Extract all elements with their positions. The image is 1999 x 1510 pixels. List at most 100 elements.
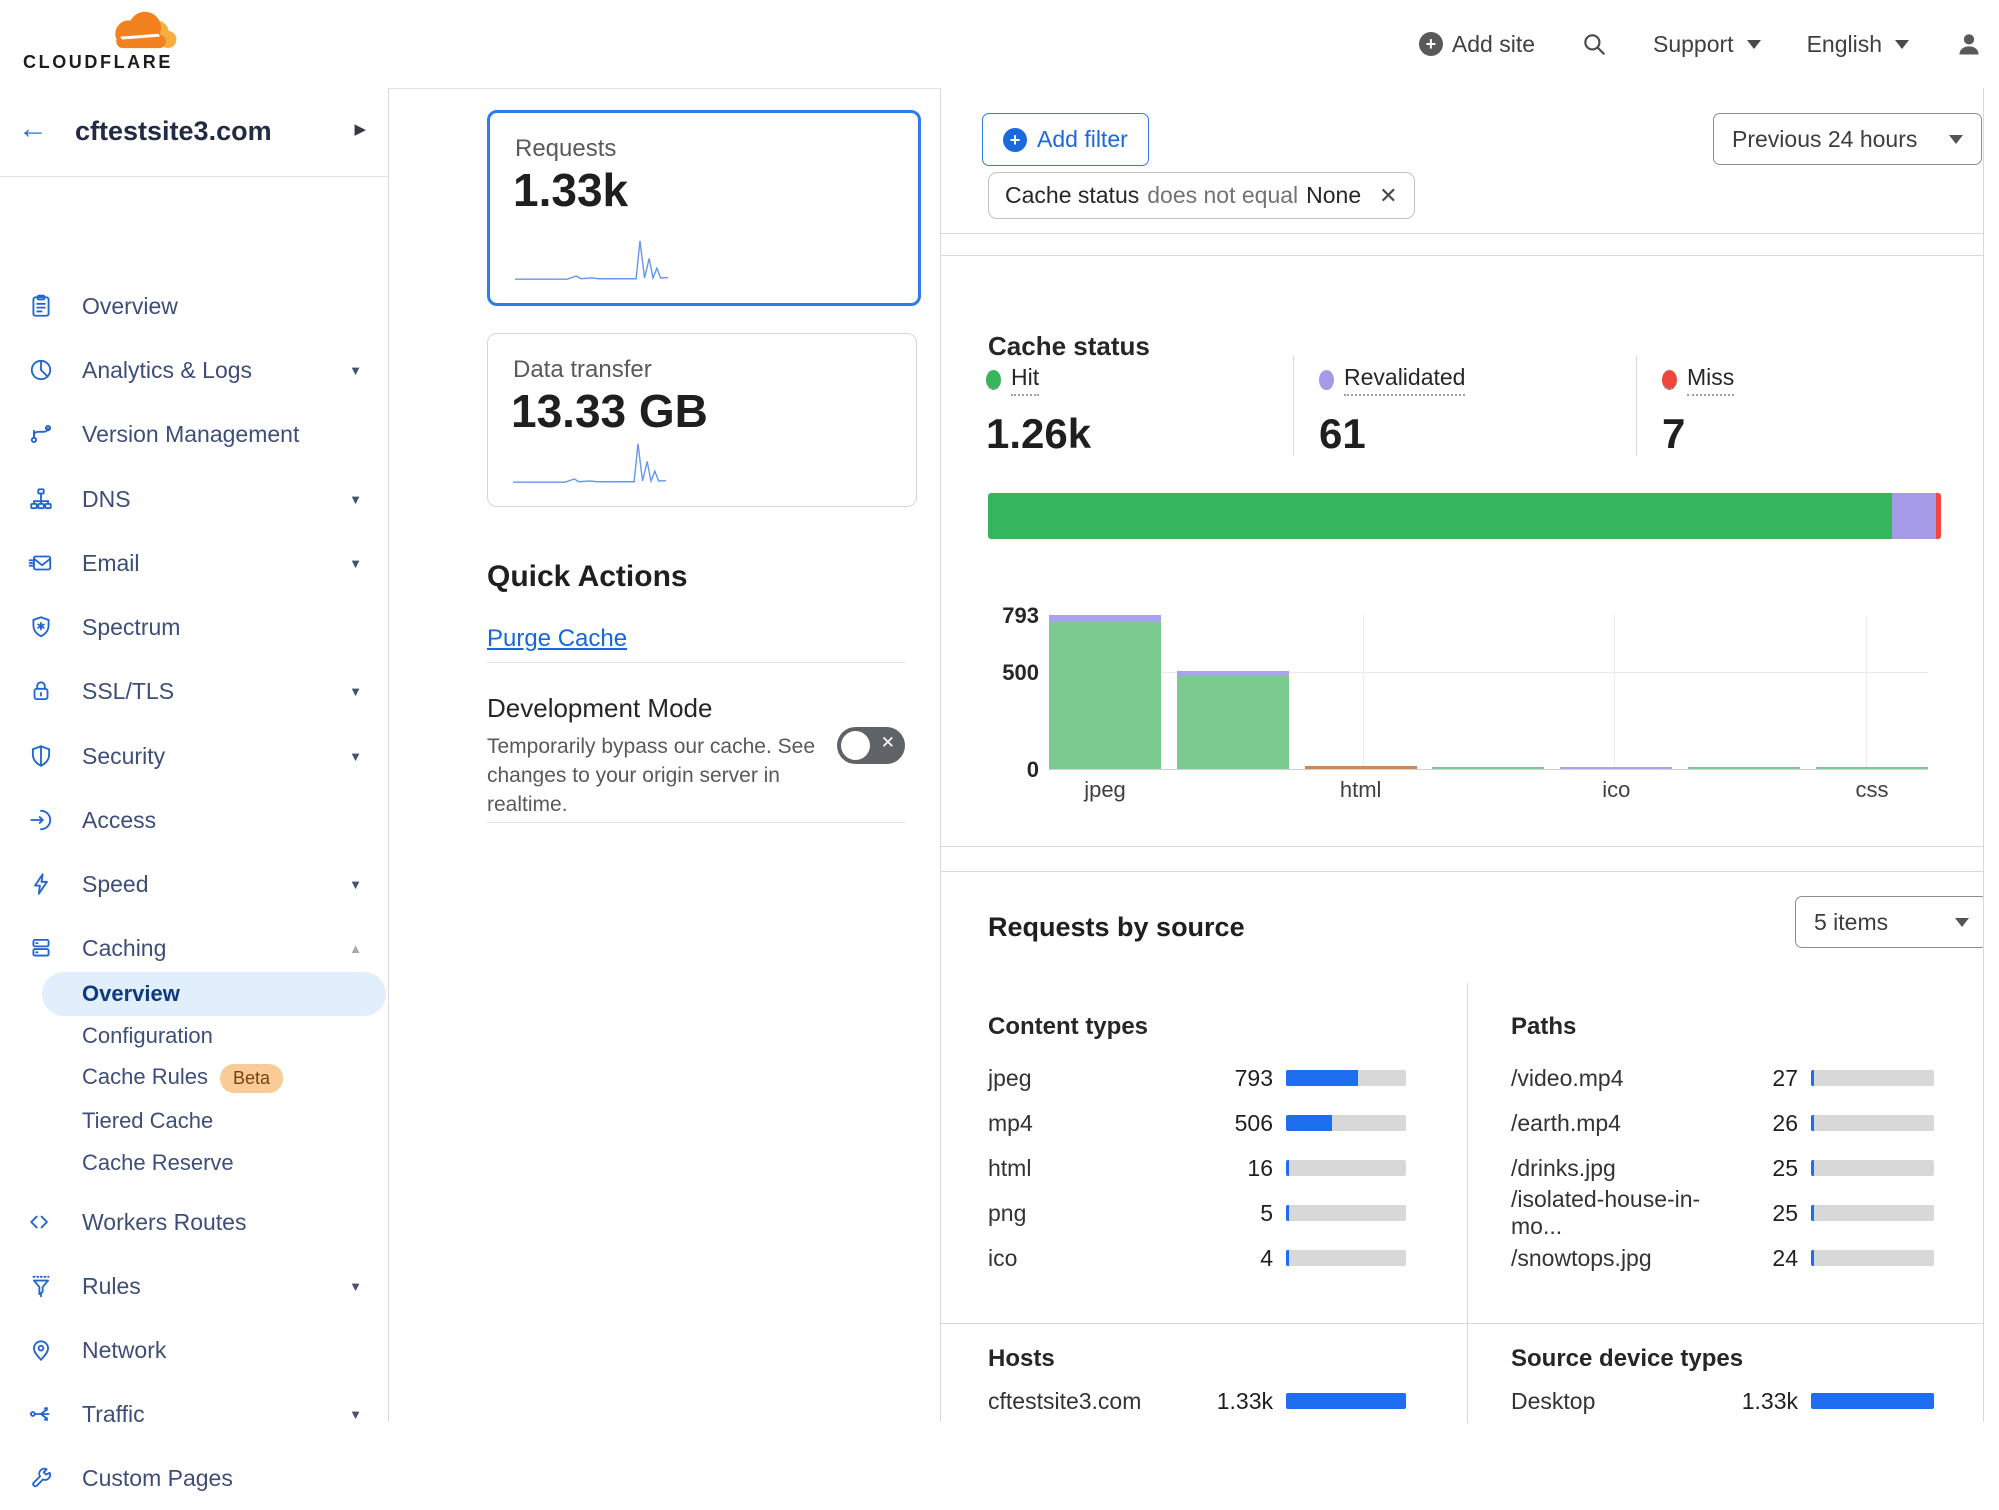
bar-fill [1811, 1160, 1814, 1176]
sidebar-item-caching[interactable]: Caching ▲ [0, 916, 388, 980]
branch-icon [30, 424, 52, 444]
chevron-down-icon[interactable]: ▼ [349, 748, 362, 764]
cloudflare-cloud-icon [115, 11, 177, 49]
add-filter-button[interactable]: + Add filter [982, 113, 1149, 166]
hit-label[interactable]: Hit [1011, 364, 1040, 396]
hosts-list: cftestsite3.com 1.33k [988, 1388, 1406, 1414]
sidebar-item-custom-pages[interactable]: Custom Pages [0, 1446, 388, 1510]
sidebar-item-traffic[interactable]: Traffic ▼ [0, 1382, 388, 1446]
bar-fill [1286, 1250, 1289, 1266]
sidebar-subitem-configuration[interactable]: Configuration [82, 1023, 213, 1048]
bar-fill [1811, 1205, 1814, 1221]
chevron-down-icon[interactable]: ▼ [349, 555, 362, 571]
sidebar-item-spectrum[interactable]: Spectrum [0, 595, 388, 659]
x-axis-labels: jpeg html ico css [1049, 777, 1928, 803]
bar-fill [1286, 1070, 1358, 1086]
add-site-button[interactable]: + Add site [1418, 31, 1535, 58]
cloudflare-logo[interactable]: CLOUDFLARE [23, 4, 213, 84]
segment-miss [1936, 493, 1941, 539]
sidebar-item-speed[interactable]: Speed ▼ [0, 852, 388, 916]
close-icon[interactable]: ✕ [1379, 182, 1398, 208]
requests-sparkline-chart [515, 237, 668, 283]
chevron-right-icon[interactable]: ▶ [354, 121, 366, 138]
chevron-down-icon[interactable]: ▼ [349, 1406, 362, 1422]
sidebar-subitem-cache-reserve[interactable]: Cache Reserve [82, 1150, 234, 1175]
bar-fill [1286, 1205, 1289, 1221]
list-item: mp4 506 [988, 1110, 1406, 1136]
add-filter-label: Add filter [1037, 126, 1128, 152]
split-arrows-icon [30, 1407, 50, 1421]
sidebar-subitem-tiered-cache[interactable]: Tiered Cache [82, 1108, 214, 1133]
sidebar-item-dns[interactable]: DNS ▼ [0, 467, 388, 531]
content-types-header: Content types [988, 1013, 1149, 1040]
development-mode-toggle[interactable]: ✕ [837, 727, 905, 764]
x-tick: html [1339, 777, 1382, 802]
sidebar-item-version-management[interactable]: Version Management [0, 402, 388, 466]
revalidated-dot [1319, 370, 1334, 390]
chevron-down-icon[interactable]: ▼ [349, 683, 362, 699]
scrollbar-gutter[interactable] [1983, 88, 1999, 1422]
chevron-down-icon[interactable]: ▼ [349, 491, 362, 507]
divider [941, 1323, 1984, 1324]
language-label: English [1806, 30, 1882, 57]
sidebar-subitem-caching-overview[interactable]: Overview [0, 972, 388, 1016]
sidebar-item-ssl-tls[interactable]: SSL/TLS ▼ [0, 659, 388, 723]
chevron-down-icon [1955, 917, 1969, 927]
list-item: jpeg 793 [988, 1065, 1406, 1091]
cache-status-filter-chip[interactable]: Cache status does not equal None ✕ [988, 172, 1415, 219]
items-count-dropdown[interactable]: 5 items [1795, 896, 1988, 948]
sidebar-item-email[interactable]: Email ▼ [0, 531, 388, 595]
data-transfer-summary-card[interactable]: Data transfer 13.33 GB [487, 333, 917, 507]
sidebar-item-security[interactable]: Security ▼ [0, 724, 388, 788]
chevron-down-icon[interactable]: ▼ [349, 1278, 362, 1294]
divider [1636, 356, 1637, 456]
devices-list: Desktop 1.33k [1511, 1388, 1934, 1414]
navbar-actions: + Add site Support English [1418, 0, 1983, 88]
pie-chart-icon [30, 359, 52, 381]
cache-status-bar-chart: 793 500 0 jpeg html ico css [1002, 603, 1928, 802]
requests-by-source-section: Requests by source 5 items Content types… [941, 871, 1988, 1423]
clipboard-icon [32, 294, 50, 317]
language-menu[interactable]: English [1807, 31, 1909, 58]
support-menu[interactable]: Support [1653, 31, 1761, 58]
requests-card-label: Requests [515, 135, 617, 162]
segment-revalidated [1892, 493, 1937, 539]
sidebar-item-network[interactable]: Network [0, 1318, 388, 1382]
chevron-down-icon[interactable]: ▼ [349, 362, 362, 378]
chevron-down-icon[interactable]: ▼ [349, 876, 362, 892]
list-item: Desktop 1.33k [1511, 1388, 1934, 1414]
plus-icon: + [1003, 127, 1027, 152]
sidebar-item-overview[interactable]: Overview [0, 274, 388, 338]
bar-fill [1811, 1070, 1814, 1086]
sidebar-item-analytics-logs[interactable]: Analytics & Logs ▼ [0, 338, 388, 402]
account-menu[interactable] [1955, 30, 1983, 58]
purge-cache-link[interactable]: Purge Cache [487, 625, 628, 652]
miss-dot [1662, 370, 1677, 390]
requests-summary-card[interactable]: Requests 1.33k [487, 110, 921, 306]
list-item: cftestsite3.com 1.33k [988, 1388, 1406, 1414]
quick-actions-title: Quick Actions [487, 560, 688, 593]
revalidated-label[interactable]: Revalidated [1344, 364, 1466, 396]
list-item: png 5 [988, 1200, 1406, 1226]
sidebar-item-access[interactable]: Access [0, 788, 388, 852]
support-label: Support [1653, 30, 1734, 57]
x-tick: css [1855, 777, 1889, 802]
cache-status-stacked-bar [988, 493, 1941, 539]
sidebar-subitem-cache-rules[interactable]: Cache Rules Beta [0, 1057, 388, 1099]
gridline [1614, 615, 1616, 769]
development-mode-title: Development Mode [487, 693, 713, 723]
time-range-dropdown[interactable]: Previous 24 hours [1713, 113, 1982, 165]
code-brackets-icon [30, 1215, 48, 1229]
cloudflare-wordmark: CLOUDFLARE [23, 52, 173, 72]
stat-miss: Miss 7 [1662, 364, 1922, 458]
search-icon [1584, 34, 1605, 55]
chevron-up-icon[interactable]: ▲ [349, 940, 362, 956]
back-arrow-icon[interactable]: ← [18, 112, 48, 145]
items-count-label: 5 items [1814, 908, 1889, 935]
sidebar-item-workers-routes[interactable]: Workers Routes [0, 1190, 388, 1254]
miss-label[interactable]: Miss [1687, 364, 1735, 396]
search-button[interactable] [1581, 31, 1607, 57]
sidebar-item-rules[interactable]: Rules ▼ [0, 1254, 388, 1318]
stat-revalidated: Revalidated 61 [1319, 364, 1579, 458]
development-mode-description: Temporarily bypass our cache. See change… [487, 735, 815, 816]
